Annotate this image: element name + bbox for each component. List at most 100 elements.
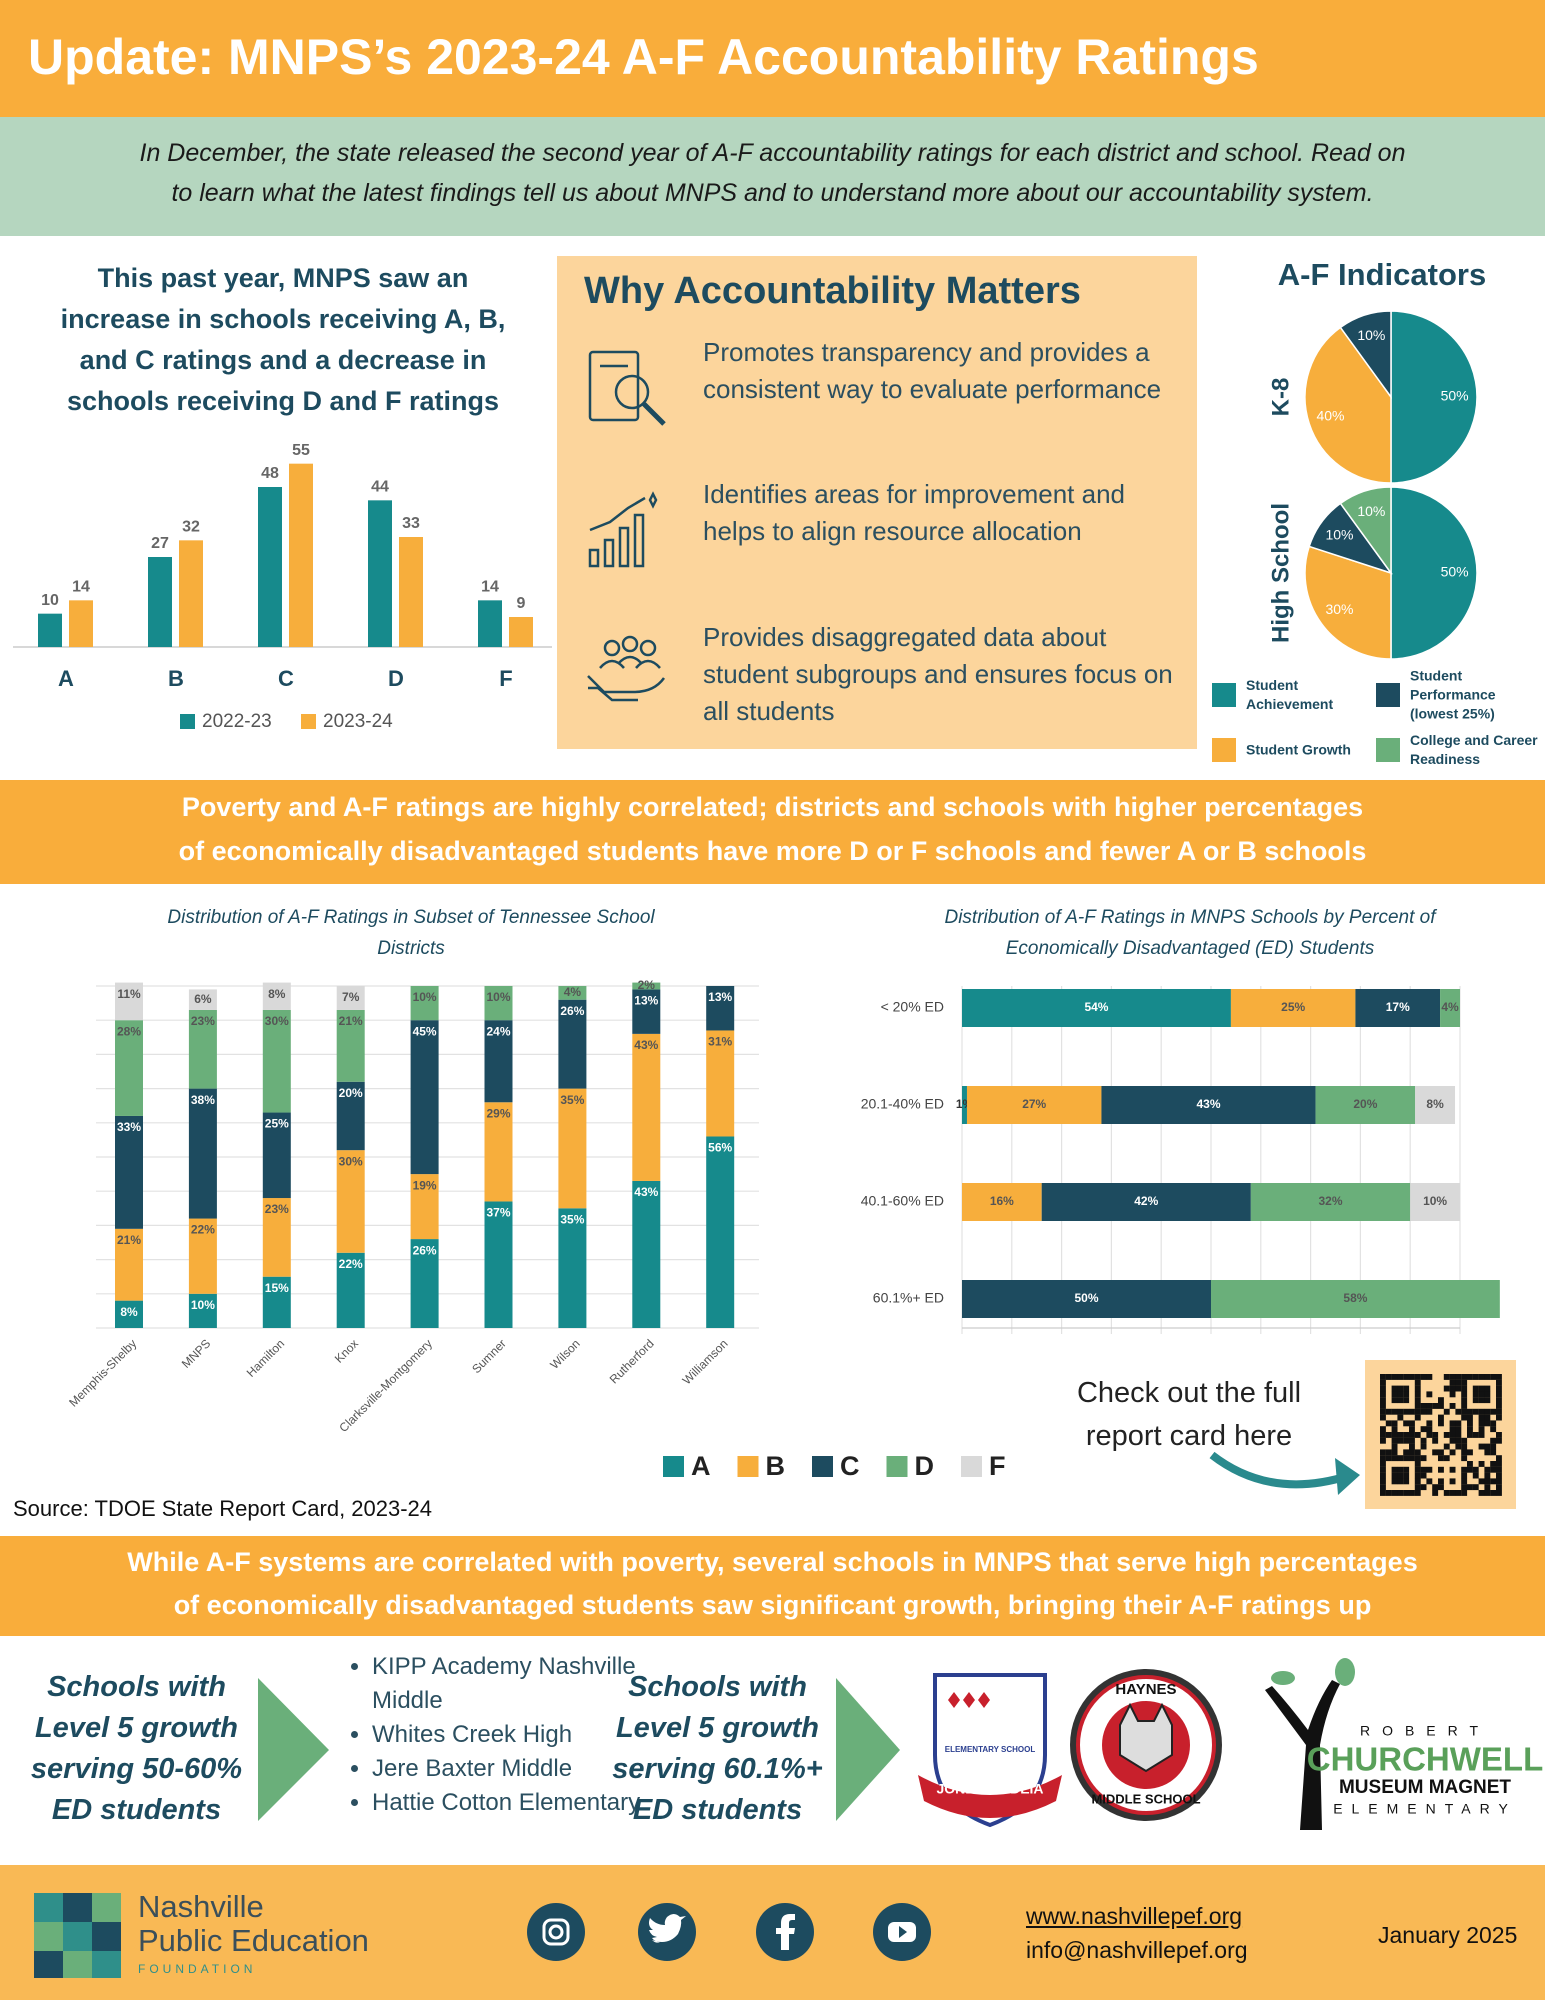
bar: [289, 463, 313, 647]
logo-text: MIDDLE SCHOOL: [1091, 1791, 1200, 1806]
legend-label: Student Performance (lowest 25%): [1410, 667, 1496, 722]
icon: [621, 635, 639, 653]
qr-cell: [1461, 1385, 1468, 1392]
data-label: 45%: [413, 1024, 437, 1038]
pie-slice: [1390, 486, 1478, 660]
qr-cell: [1397, 1478, 1404, 1485]
qr-cell: [1449, 1385, 1456, 1392]
qr-cell: [1490, 1437, 1497, 1444]
qr-cell: [1461, 1408, 1468, 1415]
school: KIPP Academy Nashville Middle: [372, 1650, 642, 1718]
qr-cell: [1391, 1397, 1398, 1404]
qr-cell: [1409, 1455, 1415, 1462]
bar-segment: [484, 986, 513, 1021]
qr-cell: [1426, 1391, 1433, 1398]
data-label: 23%: [265, 1202, 289, 1216]
data-label: 20%: [1353, 1097, 1377, 1111]
qr-cell: [1380, 1391, 1386, 1398]
bar-segment: [115, 1115, 143, 1229]
summary-line: This past year, MNPS saw an: [97, 263, 469, 293]
qr-cell: [1414, 1379, 1421, 1386]
bar-segment: [1440, 989, 1460, 1027]
qr-cell: [1478, 1420, 1485, 1427]
qr-cell: [1443, 1385, 1450, 1392]
qr-cell: [1409, 1443, 1415, 1450]
email[interactable]: info@nashvillepef.org: [1026, 1937, 1248, 1963]
icon: [614, 374, 650, 410]
note-line: report card here: [1085, 1420, 1293, 1452]
data-label: 22%: [339, 1257, 363, 1271]
qr-cell: [1484, 1449, 1491, 1456]
qr-cell: [1461, 1374, 1468, 1380]
qr-cell: [1455, 1437, 1462, 1444]
qr-cell: [1478, 1385, 1485, 1392]
pie-slice: [1339, 310, 1392, 400]
leaf: [1271, 1671, 1295, 1685]
bar-segment: [484, 1201, 513, 1328]
qr-cell: [1414, 1449, 1421, 1456]
growth-label: Schools with Level 5 growth serving 50-6…: [30, 1671, 243, 1826]
qr-cell: [1443, 1443, 1450, 1450]
data-label: 30%: [339, 1154, 363, 1168]
qr-cell: [1403, 1449, 1410, 1456]
qr-cell: [1467, 1408, 1473, 1415]
qr-cell: [1380, 1385, 1386, 1392]
qr-cell: [1472, 1466, 1479, 1473]
qr-cell: [1380, 1403, 1386, 1409]
qr-cell: [1478, 1461, 1485, 1467]
qr-cell: [1455, 1385, 1462, 1392]
data-label: 10%: [1325, 526, 1353, 542]
bar-segment: [115, 982, 143, 1021]
legend-swatch: [1212, 738, 1236, 762]
qr-cell: [1391, 1408, 1398, 1415]
x-tick-label: Williamson: [680, 1336, 731, 1387]
qr-cell: [1455, 1426, 1462, 1433]
qr-cell: [1449, 1379, 1456, 1386]
school: Hattie Cotton Elementary: [372, 1786, 642, 1820]
qr-cell: [1380, 1374, 1386, 1380]
data-label: 42%: [1134, 1194, 1158, 1208]
qr-cell: [1461, 1449, 1468, 1456]
bar-segment: [115, 1228, 143, 1301]
bar: [509, 617, 533, 647]
stars: [948, 1692, 990, 1708]
bar-segment: [336, 1081, 365, 1151]
website-link[interactable]: www.nashvillepef.org: [1026, 1903, 1243, 1929]
x-tick-label: MNPS: [179, 1336, 213, 1370]
qr-cell: [1484, 1408, 1491, 1415]
logo-block: [34, 1893, 63, 1922]
bar-segment: [966, 1086, 1102, 1124]
qr-cell: [1414, 1472, 1421, 1479]
qr-cell: [1484, 1443, 1491, 1450]
qr-cell: [1467, 1432, 1473, 1438]
qr-cell: [1380, 1414, 1386, 1421]
legend-swatch: [812, 1456, 833, 1477]
qr-cell: [1391, 1490, 1398, 1496]
bar-segment: [484, 1102, 513, 1202]
intro-line: to learn what the latest findings tell u…: [171, 179, 1374, 207]
data-label: 31%: [708, 1035, 732, 1049]
why-item: Provides disaggregated data about studen…: [703, 622, 1173, 726]
legend-swatch: [886, 1456, 908, 1477]
bar-segment: [188, 1088, 217, 1219]
qr-cell: [1490, 1449, 1497, 1456]
bar-segment: [632, 1180, 661, 1328]
qr-cell: [1496, 1391, 1502, 1398]
instagram-button[interactable]: [527, 1903, 585, 1961]
qr-cell: [1432, 1490, 1439, 1496]
qr-cell: [1391, 1449, 1398, 1456]
legend-label: Student Growth: [1246, 741, 1351, 758]
qr-cell: [1414, 1397, 1421, 1404]
data-label: 7%: [342, 990, 360, 1004]
qr-cell: [1484, 1484, 1491, 1491]
data-label: 30%: [1325, 601, 1353, 617]
qr-code[interactable]: [1380, 1374, 1502, 1496]
qr-cell: [1420, 1466, 1427, 1473]
qr-cell: [1426, 1466, 1433, 1473]
qr-cell: [1449, 1449, 1456, 1456]
x-tick-label: Memphis-Shelby: [66, 1336, 139, 1409]
why-title: Why Accountability Matters: [584, 270, 1081, 312]
data-label: 14: [72, 579, 90, 596]
logo-block: [34, 1951, 63, 1978]
shield: [933, 1673, 1047, 1828]
